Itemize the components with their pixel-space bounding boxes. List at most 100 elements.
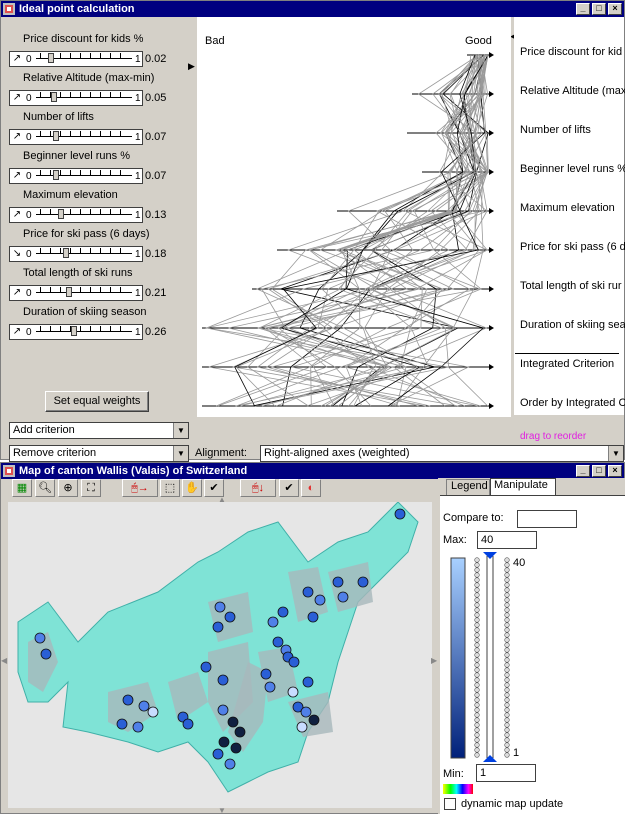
resort-profile-line[interactable]: [208, 54, 479, 407]
map-scroll-down-icon[interactable]: ▼: [218, 806, 226, 815]
resort-marker[interactable]: [287, 686, 299, 698]
resort-profile-line[interactable]: [247, 54, 489, 407]
resort-marker[interactable]: [217, 704, 229, 716]
resort-marker[interactable]: [227, 716, 239, 728]
resort-marker[interactable]: [267, 616, 279, 628]
add-criterion-select[interactable]: Add criterion ▼: [9, 422, 189, 439]
resort-marker[interactable]: [224, 758, 236, 770]
resort-marker[interactable]: [302, 586, 314, 598]
resort-profile-line[interactable]: [310, 54, 488, 407]
resort-profile-line[interactable]: [264, 54, 488, 407]
zoom-out-icon[interactable]: ⊕: [58, 479, 78, 497]
pan-hand-icon[interactable]: ✋: [182, 479, 202, 497]
resort-marker[interactable]: [357, 576, 369, 588]
direction-arrow-icon[interactable]: ↗: [12, 131, 22, 142]
resort-marker[interactable]: [272, 636, 284, 648]
weight-slider[interactable]: ↗ 0 1: [9, 207, 143, 223]
resort-profile-line[interactable]: [234, 54, 479, 407]
grid-tool-icon[interactable]: ▦: [12, 479, 32, 497]
max-handle-icon[interactable]: [483, 552, 497, 559]
slider-thumb[interactable]: [66, 287, 72, 297]
direction-arrow-icon[interactable]: ↘: [12, 248, 22, 259]
canton-map[interactable]: [8, 502, 432, 808]
resort-marker[interactable]: [138, 700, 150, 712]
resort-marker[interactable]: [224, 611, 236, 623]
weight-slider[interactable]: ↗ 0 1: [9, 90, 143, 106]
resort-marker[interactable]: [212, 621, 224, 633]
color-cycle-icon[interactable]: ◐: [301, 479, 321, 497]
close-button[interactable]: ×: [608, 3, 622, 15]
minimize-button[interactable]: _: [576, 3, 590, 15]
resort-profile-line[interactable]: [270, 54, 486, 407]
resort-profile-line[interactable]: [236, 54, 488, 407]
municipality-region[interactable]: [28, 632, 58, 692]
direction-arrow-icon[interactable]: ↗: [12, 53, 22, 64]
alignment-select[interactable]: Right-aligned axes (weighted) ▼: [260, 445, 624, 462]
maximize-button[interactable]: □: [592, 3, 606, 15]
weight-slider[interactable]: ↘ 0 1: [9, 246, 143, 262]
canton-outline[interactable]: [17, 502, 419, 793]
range-slider[interactable]: 40 1: [445, 552, 545, 762]
resort-profile-line[interactable]: [345, 54, 489, 407]
resort-marker[interactable]: [308, 714, 320, 726]
zoom-in-icon[interactable]: 🔍︎: [35, 479, 55, 497]
direction-arrow-icon[interactable]: ↗: [12, 287, 22, 298]
resort-marker[interactable]: [116, 718, 128, 730]
slider-thumb[interactable]: [53, 131, 59, 141]
weight-slider[interactable]: ↗ 0 1: [9, 285, 143, 301]
weight-slider[interactable]: ↗ 0 1: [9, 51, 143, 67]
resort-marker[interactable]: [218, 736, 230, 748]
resort-marker[interactable]: [314, 594, 326, 606]
direction-arrow-icon[interactable]: ↗: [12, 92, 22, 103]
resort-marker[interactable]: [230, 742, 242, 754]
resort-marker[interactable]: [214, 601, 226, 613]
apply-check-icon[interactable]: ✔: [279, 479, 299, 497]
resort-marker[interactable]: [337, 591, 349, 603]
check-icon[interactable]: ✔: [204, 479, 224, 497]
resort-marker[interactable]: [332, 576, 344, 588]
resort-marker[interactable]: [394, 508, 406, 520]
ideal-point-titlebar[interactable]: Ideal point calculation _ □ ×: [1, 1, 624, 17]
weight-slider[interactable]: ↗ 0 1: [9, 168, 143, 184]
mouse-action-icon[interactable]: 🖱︎↓: [240, 479, 276, 497]
map-titlebar[interactable]: Map of canton Wallis (Valais) of Switzer…: [1, 463, 624, 479]
direction-arrow-icon[interactable]: ↗: [12, 170, 22, 181]
resort-marker[interactable]: [300, 706, 312, 718]
resort-marker[interactable]: [217, 674, 229, 686]
resort-profile-line[interactable]: [228, 54, 489, 407]
splitter-right-arrow-icon[interactable]: ◀: [510, 31, 517, 42]
resort-profile-line[interactable]: [256, 54, 482, 407]
tab-legend[interactable]: Legend: [446, 479, 490, 495]
weight-slider[interactable]: ↗ 0 1: [9, 129, 143, 145]
resort-marker[interactable]: [34, 632, 46, 644]
resort-profile-line[interactable]: [256, 54, 490, 407]
resort-profile-line[interactable]: [217, 54, 485, 407]
maximize-button[interactable]: □: [592, 465, 606, 477]
direction-arrow-icon[interactable]: ↗: [12, 209, 22, 220]
resort-profile-line[interactable]: [206, 54, 486, 407]
resort-profile-line[interactable]: [319, 54, 487, 407]
map-scroll-right-icon[interactable]: ▶: [431, 656, 438, 665]
resort-marker[interactable]: [277, 606, 289, 618]
municipality-region[interactable]: [168, 672, 208, 722]
direction-arrow-icon[interactable]: ↗: [12, 326, 22, 337]
dropdown-arrow-icon[interactable]: ▼: [608, 446, 623, 461]
dropdown-arrow-icon[interactable]: ▼: [173, 446, 188, 461]
resort-marker[interactable]: [302, 676, 314, 688]
resort-marker[interactable]: [147, 706, 159, 718]
resort-marker[interactable]: [260, 668, 272, 680]
mouse-select-icon[interactable]: 🖱︎→: [122, 479, 158, 497]
min-handle-icon[interactable]: [483, 755, 497, 762]
min-input[interactable]: 1: [476, 764, 536, 782]
dropdown-arrow-icon[interactable]: ▼: [173, 423, 188, 438]
zoom-extent-icon[interactable]: ⛶: [81, 479, 101, 497]
remove-criterion-select[interactable]: Remove criterion ▼: [9, 445, 189, 462]
compare-input[interactable]: [517, 510, 577, 528]
resort-marker[interactable]: [182, 718, 194, 730]
minimize-button[interactable]: _: [576, 465, 590, 477]
resort-marker[interactable]: [292, 701, 304, 713]
weight-slider[interactable]: ↗ 0 1: [9, 324, 143, 340]
max-input[interactable]: 40: [477, 531, 537, 549]
slider-thumb[interactable]: [63, 248, 69, 258]
map-scroll-up-icon[interactable]: ▲: [218, 495, 226, 504]
